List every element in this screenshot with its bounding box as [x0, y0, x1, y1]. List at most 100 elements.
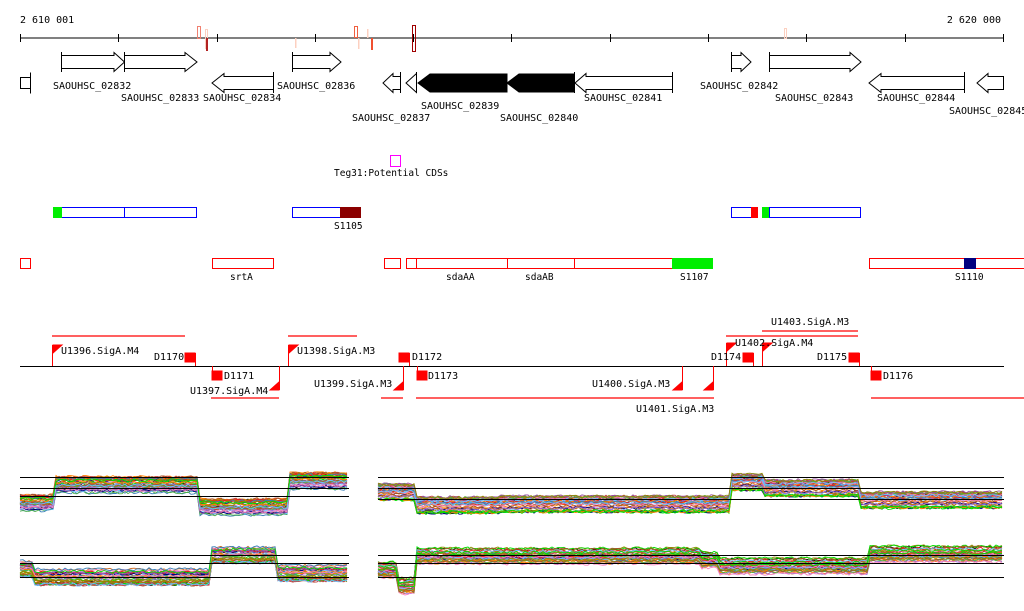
expression-line: [19, 545, 348, 572]
gene-label[interactable]: SAOUHSC_02833: [121, 93, 199, 104]
expression-line: [19, 552, 348, 579]
expression-line: [19, 548, 348, 575]
feature-label: S1105: [334, 221, 363, 232]
expression-line: [377, 472, 1003, 500]
ruler-end-label: 2 620 000: [947, 15, 1001, 26]
expression-line: [377, 487, 1003, 514]
terminator-label[interactable]: D1171: [224, 371, 254, 382]
promoter-label[interactable]: U1402.SigA.M4: [735, 338, 813, 349]
promoter-label[interactable]: U1397.SigA.M4: [190, 386, 268, 397]
expression-line: [377, 557, 1003, 594]
promoter-flag[interactable]: [392, 366, 404, 391]
ruler-ticks: [20, 34, 1004, 42]
promoter-label[interactable]: U1399.SigA.M3: [314, 379, 392, 390]
terminator[interactable]: [211, 366, 223, 381]
promoter-label[interactable]: U1400.SigA.M3: [592, 379, 670, 390]
feature-label: sdaAA: [446, 272, 475, 283]
expression-line: [377, 487, 1003, 515]
expression-line: [377, 472, 1003, 500]
terminator-label[interactable]: D1174: [711, 352, 741, 363]
gene-labels: SAOUHSC_02832 SAOUHSC_02833 SAOUHSC_0283…: [53, 81, 1024, 124]
promoter-label[interactable]: U1401.SigA.M3: [636, 404, 714, 415]
terminator[interactable]: [416, 366, 428, 381]
expression-panel: [19, 471, 349, 517]
promoter-label[interactable]: U1403.SigA.M3: [771, 317, 849, 328]
gene-arrow-02845[interactable]: [976, 72, 1004, 94]
feature-label: S1110: [955, 272, 984, 283]
gene-arrow-02837[interactable]: [382, 72, 401, 94]
ruler-marks: [197, 25, 787, 52]
terminator-label[interactable]: D1176: [883, 371, 913, 382]
gene-label[interactable]: SAOUHSC_02845: [949, 106, 1024, 117]
gene-arrow-02840[interactable]: [506, 73, 575, 93]
teg-feature[interactable]: [390, 155, 401, 167]
feature-label: sdaAB: [525, 272, 554, 283]
promoter-flag[interactable]: [268, 366, 280, 391]
terminator[interactable]: [398, 352, 410, 366]
terminator[interactable]: [848, 352, 860, 366]
gene-arrow-02842[interactable]: [731, 51, 752, 73]
feature-box[interactable]: [384, 258, 401, 269]
gene-arrow-02843[interactable]: [769, 51, 862, 73]
feature-label: srtA: [230, 272, 253, 283]
gene-arrow-02844[interactable]: [868, 72, 965, 94]
expression-line: [19, 474, 348, 505]
terminator[interactable]: [742, 352, 754, 366]
regulatory-track: U1396.SigA.M4 U1397.SigA.M4 U1398.SigA.M…: [20, 317, 1024, 415]
gene-arrow-02832[interactable]: [61, 51, 126, 73]
expression-line: [19, 479, 348, 510]
terminator[interactable]: [870, 366, 882, 381]
expression-line: [19, 486, 348, 517]
feature-box[interactable]: [20, 258, 31, 269]
terminator[interactable]: [184, 352, 196, 366]
promoter-flag[interactable]: [671, 366, 683, 391]
expression-line: [19, 547, 348, 574]
terminator-label[interactable]: D1175: [817, 352, 847, 363]
promoter-label[interactable]: U1396.SigA.M4: [61, 346, 139, 357]
teg-label: Teg31:Potential CDSs: [334, 168, 448, 179]
feature-box[interactable]: [406, 258, 713, 269]
promoter-flag[interactable]: [288, 344, 300, 366]
gene-label[interactable]: SAOUHSC_02837: [352, 113, 430, 124]
gene-label[interactable]: SAOUHSC_02834: [203, 93, 281, 104]
expression-line: [377, 554, 1003, 590]
feature-box[interactable]: [212, 258, 274, 269]
terminator-label[interactable]: D1172: [412, 352, 442, 363]
gene-label[interactable]: SAOUHSC_02836: [277, 81, 355, 92]
gene-label[interactable]: SAOUHSC_02843: [775, 93, 853, 104]
promoter-label[interactable]: U1398.SigA.M3: [297, 346, 375, 357]
expression-line: [19, 560, 348, 587]
gene-arrow-02839[interactable]: [417, 73, 508, 93]
gene-arrow-02833[interactable]: [124, 51, 198, 73]
gene-label[interactable]: SAOUHSC_02842: [700, 81, 778, 92]
gene-arrow-02836[interactable]: [292, 51, 342, 73]
gene-arrow-02838[interactable]: [405, 72, 417, 94]
gene-label[interactable]: SAOUHSC_02832: [53, 81, 131, 92]
feature-box[interactable]: [769, 207, 861, 218]
promoter-flag[interactable]: [52, 344, 64, 366]
expression-line: [19, 483, 348, 514]
gene-arrow-02834[interactable]: [211, 72, 274, 94]
expression-line: [19, 557, 348, 584]
promoter-flag[interactable]: [702, 366, 714, 391]
promoter-flag[interactable]: [726, 342, 738, 366]
expression-line: [377, 475, 1003, 503]
expression-line: [19, 479, 348, 510]
expression-panel: [377, 472, 1004, 515]
expression-line: [19, 486, 348, 517]
expression-panel: [19, 545, 349, 587]
terminator-label[interactable]: D1170: [154, 352, 184, 363]
gene-label[interactable]: SAOUHSC_02839: [421, 101, 499, 112]
gene-arrow-02841[interactable]: [574, 72, 673, 94]
terminator-label[interactable]: D1173: [428, 371, 458, 382]
gene-label[interactable]: SAOUHSC_02840: [500, 113, 578, 124]
expression-line: [377, 472, 1003, 500]
expression-line: [377, 484, 1003, 512]
gene-label[interactable]: SAOUHSC_02841: [584, 93, 662, 104]
expression-line: [377, 548, 1003, 584]
feature-box[interactable]: [869, 258, 1024, 269]
promoter-flag[interactable]: [762, 342, 774, 366]
gene-label[interactable]: SAOUHSC_02844: [877, 93, 955, 104]
gene-partial-left[interactable]: [20, 72, 31, 94]
